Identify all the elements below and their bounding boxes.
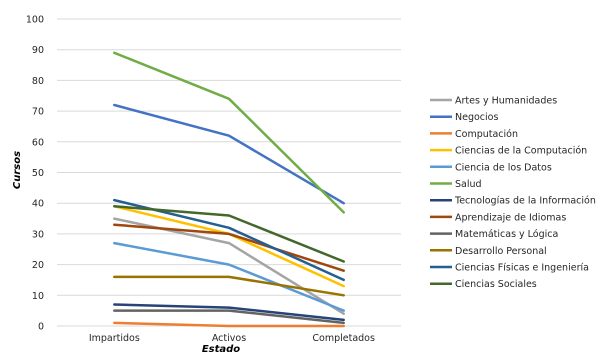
legend-label: Negocios (455, 112, 498, 123)
x-axis-ticks: Impartidos Activos Completados (89, 333, 375, 344)
y-tick-label: 60 (32, 137, 44, 148)
series-line (113, 51, 345, 214)
legend-label: Desarrollo Personal (455, 246, 547, 257)
series-line (113, 241, 345, 312)
y-axis-ticks: 0 10 20 30 40 50 60 70 80 90 100 (26, 15, 44, 333)
legend-label: Tecnologías de la Información (454, 196, 596, 207)
y-tick-label: 70 (32, 107, 44, 118)
legend-label: Aprendizaje de Idiomas (455, 212, 566, 223)
legend-label: Ciencia de los Datos (455, 162, 552, 173)
series-lines (113, 51, 345, 328)
x-axis-title: Estado (202, 344, 240, 355)
y-axis-title: Cursos (12, 151, 23, 189)
legend-label: Computación (455, 129, 518, 140)
series-line (113, 275, 345, 297)
y-tick-label: 90 (32, 45, 44, 56)
series-line (113, 321, 345, 328)
x-tick-label: Activos (212, 333, 246, 344)
y-tick-label: 10 (32, 291, 44, 302)
y-tick-label: 80 (32, 76, 44, 87)
y-tick-label: 30 (32, 229, 44, 240)
y-tick-label: 50 (32, 168, 44, 179)
legend-label: Ciencias Sociales (455, 279, 537, 290)
series-line (113, 103, 345, 205)
series-line (113, 198, 345, 282)
gridlines (57, 18, 401, 327)
legend: Artes y Humanidades Negocios Computación Ci… (430, 96, 596, 290)
series-line (113, 205, 345, 263)
y-tick-label: 20 (32, 260, 44, 271)
legend-label: Salud (455, 179, 482, 190)
legend-label: Ciencias Físicas e Ingeniería (455, 263, 589, 274)
x-tick-label: Completados (312, 333, 375, 344)
series-line (113, 309, 345, 325)
series-line (113, 223, 345, 272)
y-tick-label: 40 (32, 199, 44, 210)
legend-label: Matemáticas y Lógica (455, 229, 558, 240)
x-tick-label: Impartidos (89, 333, 140, 344)
legend-label: Artes y Humanidades (455, 96, 557, 107)
series-line (113, 303, 345, 322)
legend-label: Ciencias de la Computación (455, 146, 587, 157)
y-tick-label: 0 (38, 322, 44, 333)
y-tick-label: 100 (26, 15, 44, 26)
series-line (113, 205, 345, 288)
